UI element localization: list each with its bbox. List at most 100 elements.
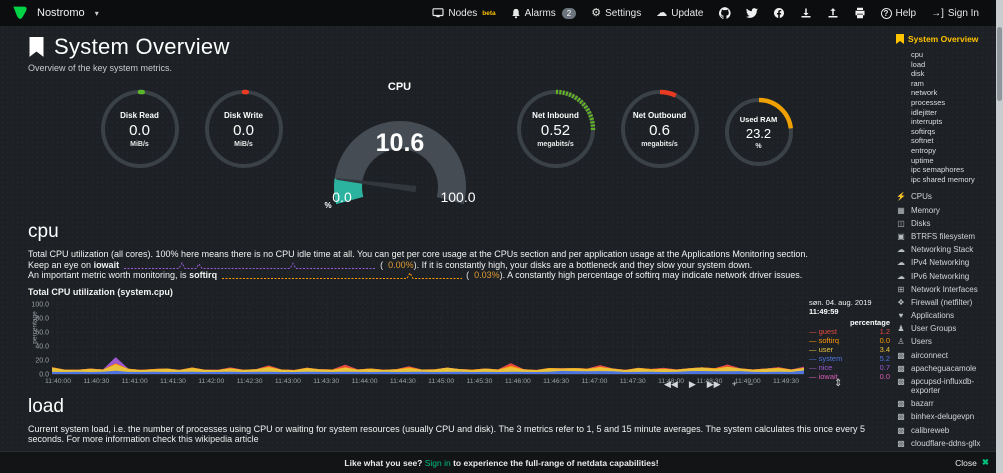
sidebar-section-memory[interactable]: ▦ Memory [896,204,996,217]
sidebar-item-idlejitter[interactable]: idlejitter [911,107,937,117]
github-button[interactable] [718,7,731,19]
upload-icon [828,8,837,18]
print-button[interactable] [854,7,866,19]
sidebar-item-softirqs[interactable]: softirqs [911,126,936,136]
legend-row-nice[interactable]: — nice 0.7 [809,363,892,372]
import-button[interactable] [800,7,812,19]
page-scrollbar[interactable] [996,0,1003,473]
facebook-button[interactable] [773,7,785,19]
sidebar-item-interrupts[interactable]: interrupts [911,117,943,127]
sidebar-section-calibreweb[interactable]: ▩ calibreweb [896,424,996,437]
sidebar-section-apcupsd-influxdb-exporter[interactable]: ▩ apcupsd-influxdb-exporter [896,375,996,397]
signin-button[interactable]: →] Sign In [931,8,979,19]
sidebar-section-disks[interactable]: ◫ Disks [896,217,996,230]
sidebar-section-btrfs-filesystem[interactable]: ▣ BTRFS filesystem [896,230,996,243]
softirq-value: 0.03% [474,270,500,280]
sidebar-section-user-groups[interactable]: ♟ User Groups [896,322,996,335]
svg-text:11:45:30: 11:45:30 [466,378,492,385]
sidebar-item-softnet[interactable]: softnet [911,136,934,146]
disk-read-unit: MiB/s [130,140,149,148]
brand[interactable]: Nostromo ▾ [12,6,99,21]
pan-forward-icon[interactable]: ▶▶ [706,378,721,389]
gauge-net-outbound[interactable]: Net Outbound 0.6 megabits/s [618,87,702,171]
sidebar-item-uptime[interactable]: uptime [911,155,934,165]
gauge-disk-write[interactable]: Disk Write 0.0 MiB/s [202,87,286,171]
sidebar-section-cpus[interactable]: ⚡ CPUs [896,190,996,203]
cpu-chart-legend: søn. 04. aug. 2019 11:49:59 percentage —… [806,298,892,386]
sidebar-section-networking-stack[interactable]: ☁ Networking Stack [896,243,996,256]
legend-series-name: — guest [809,326,837,336]
facebook-icon [773,8,784,18]
legend-series-value: 5.2 [879,353,890,363]
disk-write-label: Disk Write [224,110,263,120]
svg-text:11:49:30: 11:49:30 [773,378,799,385]
sidebar-item-entropy[interactable]: entropy [911,145,937,155]
legend-row-user[interactable]: — user 3.4 [809,345,892,354]
wikipedia-link[interactable]: wikipedia article [195,434,259,444]
legend-row-iowait[interactable]: — iowait 0.0 [809,372,892,381]
legend-row-softirq[interactable]: — softirq 0.0 [809,336,892,345]
sidebar-section-apacheguacamole[interactable]: ▩ apacheguacamole [896,362,996,375]
gauge-disk-read[interactable]: Disk Read 0.0 MiB/s [98,87,182,171]
cpu-chart-title: Total CPU utilization (system.cpu) [28,286,173,297]
scrollbar-thumb[interactable] [997,27,1002,101]
softirq-sparkline[interactable] [221,271,462,280]
legend-series-value: 0.7 [879,362,890,372]
sidebar-section-ipv6-networking[interactable]: ☁ IPv6 Networking [896,269,996,282]
sidebar-item-ram[interactable]: ram [911,78,924,88]
svg-text:11:47:00: 11:47:00 [581,378,607,385]
sidebar-section-airconnect[interactable]: ▩ airconnect [896,349,996,362]
sidebar-item-network[interactable]: network [911,88,938,98]
svg-text:11:48:00: 11:48:00 [658,378,684,385]
load-desc: Current system load, i.e. the number of … [28,424,893,445]
legend-series-value: 0.0 [879,335,890,345]
iowait-paren-close: ). [413,259,420,270]
sidebar-section-binhex-delugevpn[interactable]: ▩ binhex-delugevpn [896,410,996,423]
gauge-used-ram[interactable]: Used RAM 23.2 % [722,95,796,169]
iowait-term: iowait [93,259,120,270]
legend-row-system[interactable]: — system 5.2 [809,354,892,363]
chart-resize-handle[interactable]: ⇕ [834,377,843,389]
help-button[interactable]: ? Help [880,7,916,19]
legend-series-name: — nice [809,362,833,372]
softirq-paren-open: ( [466,270,475,280]
update-button[interactable]: ☁ Update [656,7,703,19]
sidebar-item-load[interactable]: load [911,59,926,69]
gauge-cpu[interactable]: CPU 10.6 0.0 100.0% [312,81,488,211]
svg-text:11:41:30: 11:41:30 [160,378,186,385]
zoom-in-icon[interactable]: + [731,378,737,389]
footer-signin-link[interactable]: Sign in [424,457,451,468]
play-icon[interactable]: ▶ [688,378,696,389]
sidebar-item-ipc-shared-memory[interactable]: ipc shared memory [911,174,975,184]
svg-text:10.6: 10.6 [375,129,424,157]
sidebar-item-ipc-semaphores[interactable]: ipc semaphores [911,165,964,175]
sidebar-section-firewall-netfilter[interactable]: ❖ Firewall (netfilter) [896,296,996,309]
page-subtitle: Overview of the key system metrics. [28,63,173,73]
footer-close-label: Close [955,457,977,468]
zoom-out-icon[interactable]: − [747,378,754,389]
settings-button[interactable]: ⚙ Settings [591,7,641,19]
sidebar-section-users[interactable]: ♙ Users [896,335,996,348]
chevron-down-icon: ▾ [94,8,99,18]
footer-close-button[interactable]: Close ✖ [955,457,989,468]
sidebar-section-cloudflare-ddns-gllx[interactable]: ▩ cloudflare-ddns-gllx [896,437,996,450]
sidebar-item-cpu[interactable]: cpu [911,50,924,59]
nodes-button[interactable]: Nodes beta [432,8,496,19]
sidebar-item-processes[interactable]: processes [911,97,946,107]
export-button[interactable] [827,7,839,19]
sidebar-section-network-interfaces[interactable]: ⊞ Network Interfaces [896,283,996,296]
sidebar-section-bazarr[interactable]: ▩ bazarr [896,397,996,410]
cpu-chart-plot[interactable]: percentage 100.0 80.0 60.0 40.0 20.0 0.0 11:40… [28,298,806,386]
sidebar-section-label: Networking Stack [911,245,974,255]
iowait-sparkline[interactable] [123,261,376,270]
twitter-button[interactable] [745,7,758,19]
legend-row-guest[interactable]: — guest 1.2 [809,327,892,336]
sidebar-section-ipv4-networking[interactable]: ☁ IPv4 Networking [896,256,996,269]
pan-backward-icon[interactable]: ◀◀ [664,378,678,389]
sidebar-section-applications[interactable]: ♥ Applications [896,309,996,322]
sidebar-item-system-overview[interactable]: System Overview [896,34,996,44]
gauge-net-inbound[interactable]: Net Inbound 0.52 megabits/s [514,87,598,171]
sidebar-item-disk[interactable]: disk [911,69,925,79]
legend-series-name: — iowait [809,371,838,381]
alarms-button[interactable]: Alarms 2 [511,7,577,19]
